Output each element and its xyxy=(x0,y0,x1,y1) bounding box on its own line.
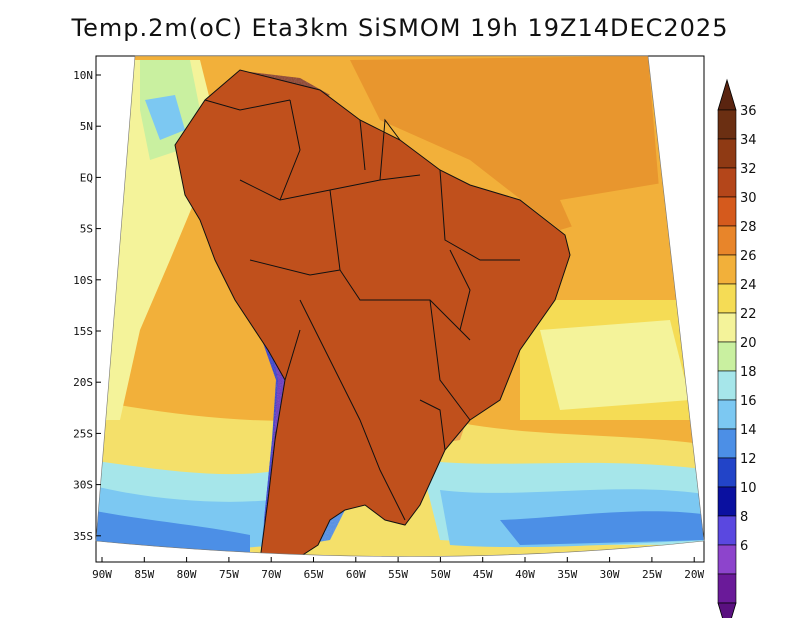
colorbar-segment xyxy=(717,457,737,488)
lon-label: 90W xyxy=(92,568,112,581)
colorbar-label: 28 xyxy=(740,220,757,235)
colorbar-label: 30 xyxy=(740,191,757,206)
colorbar-segment xyxy=(717,399,737,430)
colorbar-segment xyxy=(717,283,737,314)
lat-label: 30S xyxy=(73,479,93,492)
colorbar-segment xyxy=(717,109,737,140)
lon-label: 35W xyxy=(557,568,577,581)
colorbar-label: 12 xyxy=(740,452,757,467)
colorbar-segment xyxy=(717,196,737,227)
temperature-field xyxy=(96,56,704,557)
colorbar-label: 26 xyxy=(740,249,757,264)
colorbar-label: 20 xyxy=(740,336,757,351)
lat-label: EQ xyxy=(80,171,93,184)
lat-label: 25S xyxy=(73,427,93,440)
lon-label: 50W xyxy=(430,568,450,581)
colorbar-label: 36 xyxy=(740,104,757,119)
lon-label: 85W xyxy=(134,568,154,581)
lon-label: 55W xyxy=(388,568,408,581)
colorbar-segment xyxy=(717,515,737,546)
lon-label: 75W xyxy=(219,568,239,581)
colorbar-label: 8 xyxy=(740,510,748,525)
latitude-axis: 10N 5N EQ 5S 10S 15S 20S 25S 30S 35S xyxy=(73,69,101,543)
country-borders xyxy=(174,69,571,557)
lon-label: 20W xyxy=(684,568,704,581)
longitude-axis: 90W 85W 80W 75W 70W 65W 60W 55W 50W 45W 40W 35W 30W 2… xyxy=(92,557,705,581)
lat-label: 10S xyxy=(73,274,93,287)
lat-label: 5N xyxy=(80,120,93,133)
colorbar-segment xyxy=(717,370,737,401)
lon-label: 65W xyxy=(304,568,324,581)
colorbar-label: 24 xyxy=(740,278,757,293)
colorbar-segment xyxy=(717,167,737,198)
lon-label: 60W xyxy=(346,568,366,581)
colorbar-segment xyxy=(717,486,737,517)
colorbar-label: 22 xyxy=(740,307,757,322)
lon-label: 25W xyxy=(642,568,662,581)
colorbar-segment xyxy=(717,544,737,575)
colorbar-label: 14 xyxy=(740,423,757,438)
colorbar-segment xyxy=(717,225,737,256)
lon-label: 70W xyxy=(261,568,281,581)
colorbar-segment xyxy=(717,138,737,169)
colorbar-top-arrow xyxy=(717,78,737,111)
lat-label: 35S xyxy=(73,530,93,543)
colorbar-segment xyxy=(717,428,737,459)
colorbar-segment xyxy=(717,573,737,604)
lon-label: 80W xyxy=(177,568,197,581)
colorbar-label: 6 xyxy=(740,539,748,554)
map-title: Temp.2m(oC) Eta3km SiSMOM 19h 19Z14DEC20… xyxy=(71,14,729,42)
lon-label: 40W xyxy=(515,568,535,581)
colorbar-label: 16 xyxy=(740,394,757,409)
lon-label: 30W xyxy=(600,568,620,581)
colorbar: 36 34 32 30 28 26 24 22 20 18 16 14 12 10 8 6 xyxy=(717,78,757,618)
colorbar-segment xyxy=(717,254,737,285)
lat-label: 5S xyxy=(80,223,93,236)
colorbar-segment xyxy=(717,341,737,372)
colorbar-segment xyxy=(717,312,737,343)
lat-label: 10N xyxy=(73,69,93,82)
lon-label: 45W xyxy=(473,568,493,581)
colorbar-label: 10 xyxy=(740,481,757,496)
domain-boundary xyxy=(95,55,705,557)
lat-label: 15S xyxy=(73,325,93,338)
colorbar-label: 32 xyxy=(740,162,757,177)
colorbar-label: 18 xyxy=(740,365,757,380)
colorbar-label: 34 xyxy=(740,133,757,148)
colorbar-bottom-arrow xyxy=(717,602,737,618)
lat-label: 20S xyxy=(73,376,93,389)
